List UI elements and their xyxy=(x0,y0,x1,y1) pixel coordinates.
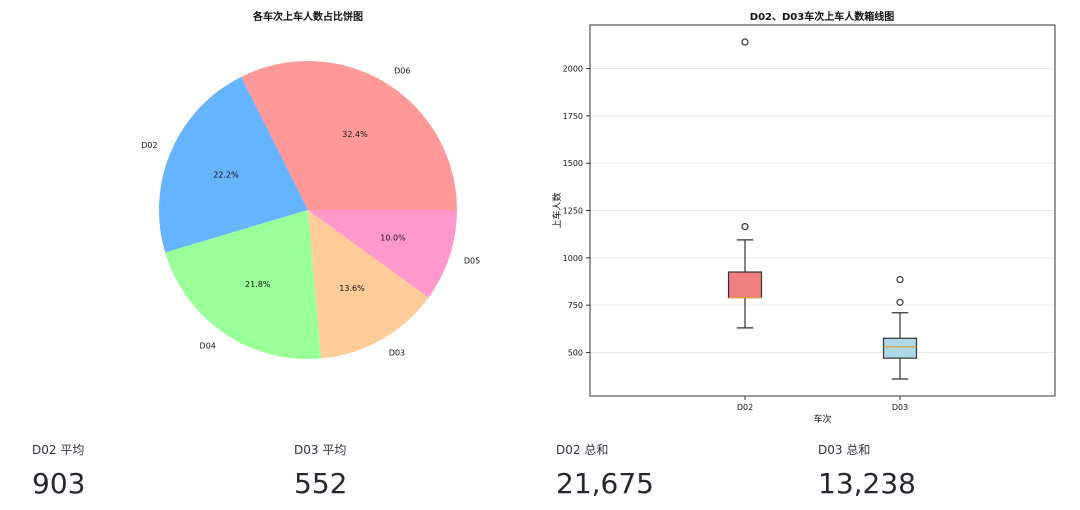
metric-label: D02 平均 xyxy=(32,443,85,457)
pie-slice-d03 xyxy=(308,210,429,359)
outlier-point-d03 xyxy=(896,298,904,306)
metric-value: 13,238 xyxy=(818,467,916,500)
pie-chart-title: 各车次上车人数占比饼图 xyxy=(252,10,363,23)
outlier-point-d02 xyxy=(741,38,749,46)
metric-value: 21,675 xyxy=(556,467,654,500)
box-d03 xyxy=(882,337,918,359)
pie-category-label: D04 xyxy=(200,342,216,351)
metric-d03-average: D03 平均 552 xyxy=(294,440,544,502)
metric-value: 903 xyxy=(32,467,86,500)
pie-chart: 各车次上车人数占比饼图 32.4% D06 22.2% D02 21.8% D04 13.6… xyxy=(0,0,540,420)
metric-d02-average: D02 平均 903 xyxy=(32,440,282,502)
box-plot-svg: D02、D03车次上车人数箱线图 500 750 1000 1250 1500 1750 2… xyxy=(551,10,1056,425)
outlier-point-d02 xyxy=(741,222,749,231)
y-tick-label: 750 xyxy=(568,301,583,310)
metric-label: D03 总和 xyxy=(818,443,871,457)
pie-category-label: D05 xyxy=(464,257,480,266)
pie-category-label: D03 xyxy=(389,349,405,358)
pie-pct-label: 22.2% xyxy=(213,171,239,180)
y-tick-label: 1000 xyxy=(563,254,583,263)
pie-slice-d02 xyxy=(158,76,308,253)
y-tick-label: 2000 xyxy=(563,65,583,74)
metric-label: D02 总和 xyxy=(556,443,609,457)
box-plot-title: D02、D03车次上车人数箱线图 xyxy=(750,10,894,23)
pie-pct-label: 32.4% xyxy=(342,130,368,139)
pie-slice-d04 xyxy=(165,210,322,359)
pie-category-label: D06 xyxy=(394,67,410,76)
y-tick-label: 500 xyxy=(568,348,583,357)
plot-frame xyxy=(589,24,1056,397)
metric-d02-total: D02 总和 21,675 xyxy=(556,440,806,502)
pie-slice-d06 xyxy=(241,61,457,210)
box-plot: D02、D03车次上车人数箱线图 500 750 1000 1250 1500 1750 2… xyxy=(540,0,1080,430)
box-d02 xyxy=(727,271,763,299)
pie-slice-d05 xyxy=(308,210,457,298)
metric-d03-total: D03 总和 13,238 xyxy=(818,440,1068,502)
x-tick-label: D02 xyxy=(737,403,753,412)
y-tick-label: 1500 xyxy=(563,159,583,168)
pie-pct-label: 10.0% xyxy=(380,234,406,243)
outlier-point-d03 xyxy=(896,275,904,284)
pie-chart-svg: 各车次上车人数占比饼图 32.4% D06 22.2% D02 21.8% D04 13.6… xyxy=(141,10,480,359)
pie-pct-label: 13.6% xyxy=(339,284,365,293)
y-tick-label: 1250 xyxy=(563,207,583,216)
y-axis-label: 上车人数 xyxy=(551,192,563,228)
pie-pct-label: 21.8% xyxy=(245,280,271,289)
metric-label: D03 平均 xyxy=(294,443,347,457)
x-axis-label: 车次 xyxy=(813,413,831,425)
x-tick-label: D03 xyxy=(892,403,908,412)
pie-category-label: D02 xyxy=(141,141,157,150)
y-tick-label: 1750 xyxy=(563,112,583,121)
metric-value: 552 xyxy=(294,467,348,500)
